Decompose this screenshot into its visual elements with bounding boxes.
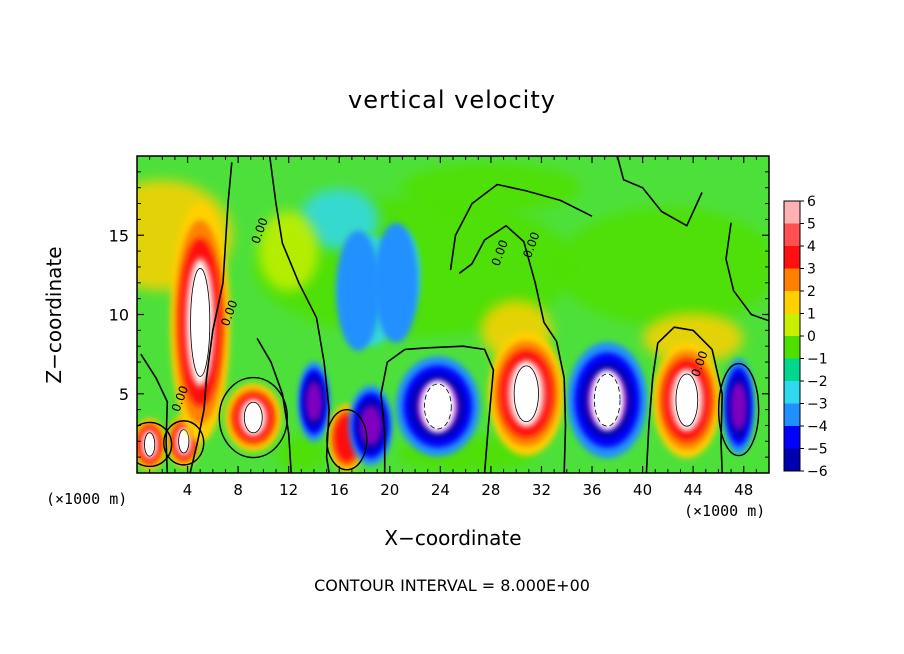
zero-contour-loop <box>326 409 368 471</box>
colorbar-swatch <box>784 358 800 381</box>
x-tick-label: 24 <box>431 481 450 499</box>
y-tick-label: 10 <box>109 306 129 325</box>
cell-band <box>305 381 322 422</box>
x-tick-label: 40 <box>633 481 652 499</box>
zero-contour-line <box>458 224 567 473</box>
colorbar-label: 4 <box>807 239 816 255</box>
zero-contours <box>137 156 769 473</box>
zero-contour-line <box>380 345 495 473</box>
downdraft-cell <box>567 342 648 459</box>
colorbar-swatch <box>784 291 800 314</box>
colorbar-swatch <box>784 403 800 426</box>
updraft-cell <box>328 404 365 473</box>
field-patch <box>643 313 744 364</box>
x-tick-label: 16 <box>330 481 349 499</box>
downdraft-cell <box>395 356 480 457</box>
updraft-cell <box>488 331 565 456</box>
zero-contour-loop <box>717 362 760 457</box>
x-axis: 4 8 12 16 20 24 28 32 36 40 44 48 <box>149 156 757 499</box>
colorbar-label: −5 <box>807 442 828 458</box>
x-axis-label: X−coordinate <box>384 526 522 550</box>
cell-core-contour <box>423 383 452 430</box>
zero-contour-line <box>725 222 769 322</box>
field-patch <box>258 211 319 292</box>
zero-contour-loop <box>163 420 205 466</box>
cell-core-contour <box>178 429 190 454</box>
y-axis: 5 10 15 <box>109 171 769 458</box>
zero-contour-line <box>616 156 703 227</box>
downdraft-cell <box>297 361 330 442</box>
colorbar-swatch <box>784 426 800 449</box>
x-tick-label: 32 <box>532 481 551 499</box>
x-tick-label: 20 <box>380 481 399 499</box>
colorbar-label: 3 <box>807 262 816 278</box>
updraft-cell <box>137 418 166 471</box>
cell-band <box>730 382 747 431</box>
downdraft-cell <box>374 222 419 343</box>
cell-core-contour <box>675 373 699 427</box>
updraft-cell <box>652 342 721 459</box>
updraft-cell <box>167 415 200 468</box>
colorbar-label: −3 <box>807 397 828 413</box>
cell-core-contour <box>144 432 156 457</box>
y-tick-label: 5 <box>119 385 129 404</box>
x-tick-label: 48 <box>734 481 753 499</box>
colorbar-swatch <box>784 246 800 269</box>
zero-contour-line <box>449 183 593 271</box>
downdraft-cell <box>348 385 393 466</box>
x-tick-label: 12 <box>279 481 298 499</box>
x-tick-label: 28 <box>481 481 500 499</box>
x-tick-label: 36 <box>582 481 601 499</box>
x-tick-label: 44 <box>684 481 703 499</box>
x-unit-left: (×1000 m) <box>46 490 128 508</box>
colorbar-label: −6 <box>807 464 828 480</box>
colorbar-swatch <box>784 223 800 246</box>
colorbar-label: 2 <box>807 284 816 300</box>
cell-core-contour <box>594 373 621 427</box>
downdraft-cell <box>336 230 381 351</box>
colorbar-swatch <box>784 381 800 404</box>
colorbar: 6 5 4 3 2 1 0 −1 −2 −3 −4 −5 −6 <box>783 194 828 480</box>
chart-title: vertical velocity <box>348 86 556 114</box>
colorbar-swatch <box>784 201 800 224</box>
y-axis-label: Z−coordinate <box>42 246 66 384</box>
colorbar-label: 5 <box>807 217 816 233</box>
zero-contour-line <box>140 353 169 473</box>
colorbar-label: −2 <box>807 374 828 390</box>
contour-interval-note: CONTOUR INTERVAL = 8.000E+00 <box>314 576 590 595</box>
updraft-cell <box>225 383 282 452</box>
velocity-field <box>137 156 769 473</box>
colorbar-swatch <box>784 336 800 359</box>
zero-contour-loop <box>218 376 288 459</box>
x-tick-label: 4 <box>183 481 193 499</box>
colorbar-label: 6 <box>807 194 816 210</box>
colorbar-swatch <box>784 448 800 471</box>
x-tick-label: 8 <box>233 481 243 499</box>
cell-core-contour <box>190 268 211 377</box>
colorbar-swatch <box>784 313 800 336</box>
zero-contour-line <box>645 326 723 473</box>
zero-contour-loop <box>137 421 173 468</box>
colorbar-label: −1 <box>807 352 828 368</box>
colorbar-swatch <box>784 268 800 291</box>
cell-core-contour <box>513 365 539 423</box>
y-tick-label: 15 <box>109 226 129 245</box>
field-patch <box>557 206 769 327</box>
field-patch <box>400 162 581 213</box>
colorbar-label: 1 <box>807 307 816 323</box>
downdraft-cell <box>722 358 755 455</box>
updraft-cell <box>170 202 231 443</box>
zero-contour-line <box>256 337 292 473</box>
x-unit-right: (×1000 m) <box>684 502 766 520</box>
colorbar-label: 0 <box>807 329 816 345</box>
field-patch <box>276 435 327 472</box>
colorbar-label: −4 <box>807 419 828 435</box>
cell-core-contour <box>243 401 263 434</box>
cell-band <box>374 222 419 343</box>
cell-band <box>336 230 381 351</box>
cell-band <box>359 405 382 446</box>
